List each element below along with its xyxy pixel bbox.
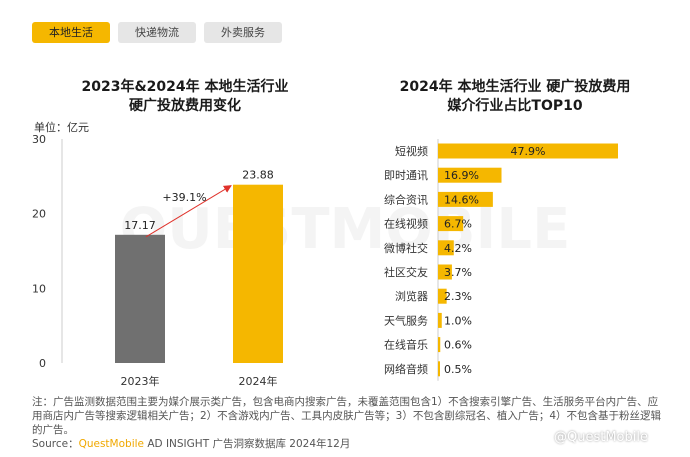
value-label: 0.5% [444, 363, 472, 376]
source-rest: AD INSIGHT 广告洞察数据库 2024年12月 [144, 438, 351, 450]
value-label: 1.0% [444, 314, 472, 327]
bar-即时通讯 [438, 167, 502, 183]
source-line: Source：QuestMobile AD INSIGHT 广告洞察数据库 20… [32, 437, 668, 451]
x-category-label: 2024年 [239, 374, 278, 388]
tab-local-life[interactable]: 本地生活 [32, 22, 110, 43]
value-label: 14.6% [444, 193, 479, 206]
value-label: 6.7% [444, 218, 472, 231]
bar-value-label: 23.88 [242, 169, 274, 182]
footer-handle: @QuestMobile [554, 430, 648, 445]
y-tick-label: 10 [32, 282, 46, 295]
bar-短视频 [438, 143, 618, 159]
right-chart-title-line1: 2024年 本地生活行业 硬广投放费用 [399, 79, 631, 95]
category-label: 社区交友 [384, 265, 428, 279]
source-brand: QuestMobile [78, 438, 144, 450]
category-label: 天气服务 [384, 313, 428, 327]
tab-express-logistics[interactable]: 快递物流 [118, 22, 196, 43]
category-label: 即时通讯 [384, 169, 428, 182]
value-label: 16.9% [444, 169, 479, 182]
category-label: 在线音乐 [384, 338, 428, 352]
left-chart-title-line1: 2023年&2024年 本地生活行业 [81, 79, 289, 95]
bar-value-label: 17.17 [124, 219, 156, 232]
footnote: 注：广告监测数据范围主要为媒介展示类广告，包含电商内搜索广告，未覆盖范围包含1）… [32, 395, 668, 451]
bar-社区交友 [438, 264, 452, 280]
y-tick-label: 0 [39, 357, 46, 370]
y-tick-label: 30 [32, 133, 46, 146]
bar-在线视频 [438, 216, 464, 232]
note-text: 注：广告监测数据范围主要为媒介展示类广告，包含电商内搜索广告，未覆盖范围包含1）… [32, 396, 662, 436]
category-label: 在线视频 [384, 217, 428, 231]
source-prefix: Source： [32, 438, 79, 450]
bar-浏览器 [438, 288, 447, 304]
category-label: 浏览器 [395, 289, 428, 303]
bar-在线音乐 [438, 337, 441, 353]
bar-2023年 [115, 234, 165, 363]
value-label: 0.6% [444, 339, 472, 352]
bar-综合资讯 [438, 191, 493, 207]
category-label: 微博社交 [384, 241, 428, 255]
tab-takeout-service[interactable]: 外卖服务 [204, 22, 282, 43]
bar-天气服务 [438, 312, 442, 328]
left-chart-title-line2: 硬广投放费用变化 [129, 98, 241, 114]
watermark: QUESTMOBILE [120, 197, 571, 262]
value-label: 4.2% [444, 242, 472, 255]
category-label: 短视频 [395, 144, 428, 158]
right-chart-title-line2: 媒介行业占比TOP10 [447, 98, 583, 114]
x-category-label: 2023年 [121, 374, 160, 388]
left-bar-chart: 0 10 20 30 17.17 2023年 23.88 2024年 +39.1% [32, 133, 283, 388]
right-bar-chart: 短视频 47.9% 即时通讯 16.9% 综合资讯 14.6% 在线视频 6.7% 微博社交 4.… [384, 139, 618, 381]
value-label: 3.7% [444, 266, 472, 279]
y-tick-label: 20 [32, 208, 46, 221]
category-label: 网络音频 [384, 362, 428, 376]
value-label: 47.9% [511, 145, 546, 158]
right-chart-title: 2024年 本地生活行业 硬广投放费用 媒介行业占比TOP10 [370, 78, 660, 116]
bar-微博社交 [438, 240, 454, 256]
value-label: 2.3% [444, 290, 472, 303]
bar-2024年 [233, 184, 283, 363]
left-chart-title: 2023年&2024年 本地生活行业 硬广投放费用变化 [40, 78, 330, 116]
growth-label: +39.1% [162, 191, 206, 204]
growth-arrow [145, 185, 232, 238]
unit-label: 单位：亿元 [34, 121, 89, 134]
bar-网络音频 [438, 361, 440, 377]
category-label: 综合资讯 [384, 192, 428, 206]
